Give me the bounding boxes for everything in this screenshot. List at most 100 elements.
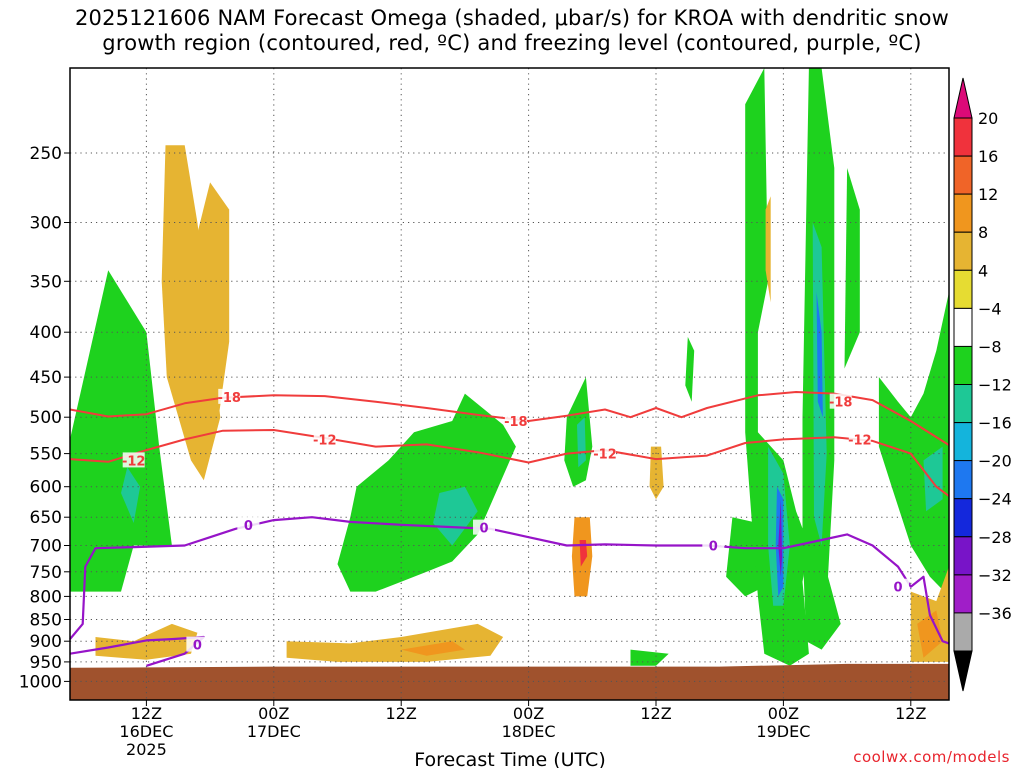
colorbar-label: 16 bbox=[978, 147, 998, 166]
contour-label-dgz-upper-bg bbox=[504, 413, 527, 429]
contour-label-freezing-bg bbox=[473, 519, 496, 535]
freezing-level-contour bbox=[69, 516, 950, 645]
y-tick-label: 400 bbox=[30, 323, 62, 343]
contour-label-dgz-lower-bg bbox=[122, 452, 145, 468]
colorbar-label: −32 bbox=[978, 566, 1012, 585]
omega-region bbox=[337, 393, 516, 592]
colorbar-swatch bbox=[953, 345, 973, 385]
terrain bbox=[70, 663, 949, 700]
y-tick-label: 500 bbox=[30, 408, 62, 428]
x-tick-label-time: 00Z bbox=[258, 704, 289, 723]
x-tick-label-time: 00Z bbox=[768, 704, 799, 723]
colorbar-label: −24 bbox=[978, 490, 1012, 509]
x-tick-label-date: 16DEC bbox=[119, 722, 173, 741]
omega-region bbox=[191, 182, 230, 433]
colorbar-label: 20 bbox=[978, 109, 998, 128]
colorbar-swatch bbox=[953, 460, 973, 500]
y-tick-label: 700 bbox=[30, 537, 62, 557]
omega-region bbox=[630, 649, 669, 666]
contour-label-dgz-lower: -12 bbox=[313, 433, 337, 448]
contour-label-dgz-lower-bg bbox=[594, 445, 617, 461]
x-tick-label-date: 17DEC bbox=[247, 722, 301, 741]
colorbar-label: 8 bbox=[978, 223, 988, 242]
contour-label-dgz-lower: -12 bbox=[122, 454, 146, 469]
x-tick-label-time: 12Z bbox=[386, 704, 417, 723]
contour-label-freezing-bg bbox=[186, 636, 209, 652]
omega-region bbox=[161, 145, 221, 481]
colorbar-swatch bbox=[953, 307, 973, 347]
x-tick-label-date: 18DEC bbox=[502, 722, 556, 741]
contour-label-dgz-upper-bg bbox=[829, 393, 852, 409]
contour-label-freezing-bg bbox=[702, 537, 725, 553]
plot-frame bbox=[69, 67, 950, 701]
x-tick-label-time: 00Z bbox=[513, 704, 544, 723]
colorbar-swatch bbox=[953, 574, 973, 614]
contour-label-freezing: 0 bbox=[193, 639, 202, 654]
y-tick-label: 950 bbox=[30, 653, 62, 673]
omega-region bbox=[649, 446, 664, 500]
omega-shading bbox=[70, 68, 949, 666]
colorbar-label: 4 bbox=[978, 261, 988, 280]
colorbar: 20 16 12 8 4 −4 −8 −12 −16 −20 −24 −28 −32 −36 bbox=[953, 77, 1012, 692]
title-line-2: growth region (contoured, red, ºC) and f… bbox=[102, 31, 922, 55]
dgz-upper-contour bbox=[69, 391, 950, 446]
omega-region bbox=[95, 623, 198, 660]
colorbar-swatch bbox=[953, 231, 973, 271]
contour-label-dgz-upper: -18 bbox=[217, 391, 241, 406]
contour-label-freezing: 0 bbox=[244, 519, 253, 534]
colorbar-swatch bbox=[953, 612, 973, 652]
title-line-1: 2025121606 NAM Forecast Omega (shaded, μ… bbox=[74, 6, 950, 30]
contours: -18 -18 -18 -12 -12 -12 -12 0 0 0 0 0 bbox=[69, 388, 950, 667]
y-tick-label: 1000 bbox=[19, 672, 62, 692]
colorbar-swatch bbox=[953, 536, 973, 576]
colorbar-swatch bbox=[953, 155, 973, 195]
contour-label-dgz-lower-bg bbox=[313, 431, 336, 447]
x-tick-label-year: 2025 bbox=[126, 740, 167, 759]
omega-region bbox=[121, 467, 141, 523]
contour-label-dgz-upper-bg bbox=[218, 388, 241, 404]
contour-label-dgz-upper: -18 bbox=[829, 396, 853, 411]
y-tick-label: 550 bbox=[30, 445, 62, 465]
omega-region bbox=[579, 540, 588, 567]
colorbar-label: −16 bbox=[978, 414, 1012, 433]
colorbar-under-triangle bbox=[953, 650, 973, 692]
contour-label-freezing: 0 bbox=[894, 581, 903, 596]
colorbar-swatch bbox=[953, 117, 973, 157]
y-tick-label: 650 bbox=[30, 508, 62, 528]
x-tick-label-time: 12Z bbox=[895, 704, 926, 723]
colorbar-label: −4 bbox=[978, 299, 1002, 318]
y-axis: 2503003504004505005506006507007508008509… bbox=[19, 144, 70, 692]
omega-region bbox=[433, 486, 478, 546]
y-tick-label: 850 bbox=[30, 611, 62, 631]
x-tick-label-time: 12Z bbox=[131, 704, 162, 723]
colorbar-label: −28 bbox=[978, 528, 1012, 547]
grid-lines bbox=[70, 68, 949, 700]
y-tick-label: 250 bbox=[30, 144, 62, 164]
y-tick-label: 800 bbox=[30, 587, 62, 607]
colorbar-swatch bbox=[953, 269, 973, 309]
omega-region bbox=[878, 292, 949, 597]
y-tick-label: 900 bbox=[30, 632, 62, 652]
credit-text: coolwx.com/models bbox=[853, 748, 1010, 766]
omega-region bbox=[778, 499, 783, 577]
omega-region bbox=[923, 446, 943, 512]
omega-region bbox=[577, 417, 586, 468]
colorbar-over-triangle bbox=[953, 77, 973, 119]
contour-label-dgz-lower: -12 bbox=[593, 448, 617, 463]
omega-region bbox=[844, 168, 860, 369]
contour-label-freezing: 0 bbox=[709, 539, 718, 554]
contour-label-dgz-upper: -18 bbox=[504, 415, 528, 430]
colorbar-swatch bbox=[953, 384, 973, 424]
omega-region bbox=[401, 641, 465, 656]
omega-region bbox=[286, 623, 504, 662]
omega-region bbox=[685, 336, 695, 402]
terrain-fill bbox=[70, 663, 949, 700]
freezing-level-contour-low bbox=[69, 635, 205, 667]
omega-region bbox=[70, 270, 172, 592]
colorbar-label: 12 bbox=[978, 185, 998, 204]
contour-label-freezing: 0 bbox=[479, 522, 488, 537]
contour-label-freezing-bg bbox=[887, 578, 910, 594]
omega-region bbox=[745, 68, 809, 666]
